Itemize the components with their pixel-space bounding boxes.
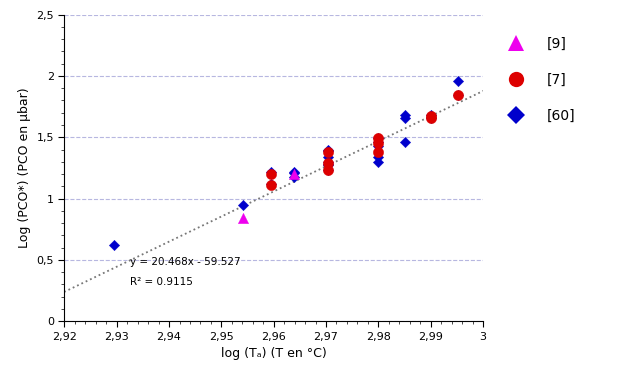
Point (399, 115, 410, 120)
Point (289, 169, 299, 175)
Point (238, 215, 249, 220)
Point (266, 182, 276, 188)
Point (453, 92, 463, 98)
Point (323, 168, 333, 173)
Point (289, 170, 299, 176)
Point (374, 139, 384, 145)
Y-axis label: Log (PCO*) (PCO en µbar): Log (PCO*) (PCO en µbar) (18, 88, 31, 248)
Point (453, 78, 463, 84)
Point (374, 143, 384, 149)
Point (266, 169, 276, 174)
Text: y = 20.468x - 59.527: y = 20.468x - 59.527 (130, 257, 240, 267)
Point (399, 139, 410, 145)
Point (289, 174, 299, 180)
Point (426, 115, 436, 120)
Point (323, 149, 333, 155)
Point (323, 160, 333, 166)
Point (323, 160, 333, 165)
Point (399, 112, 410, 118)
X-axis label: log (Tₐ) (T en °C): log (Tₐ) (T en °C) (221, 347, 327, 360)
Legend: [9], [7], [60]: [9], [7], [60] (502, 37, 576, 123)
Point (374, 135, 384, 141)
Point (323, 148, 333, 154)
Point (323, 147, 333, 153)
Point (108, 242, 118, 248)
Point (323, 154, 333, 160)
Point (238, 202, 249, 208)
Point (374, 135, 384, 141)
Point (426, 114, 436, 119)
Point (426, 115, 436, 120)
Point (266, 181, 276, 187)
Point (374, 159, 384, 165)
Point (374, 154, 384, 160)
Point (289, 170, 299, 176)
Point (453, 92, 463, 98)
Point (323, 161, 333, 167)
Point (374, 141, 384, 146)
Point (266, 170, 276, 176)
Text: R² = 0.9115: R² = 0.9115 (130, 277, 193, 287)
Point (426, 112, 436, 118)
Point (323, 162, 333, 168)
Point (323, 168, 333, 173)
Point (374, 149, 384, 155)
